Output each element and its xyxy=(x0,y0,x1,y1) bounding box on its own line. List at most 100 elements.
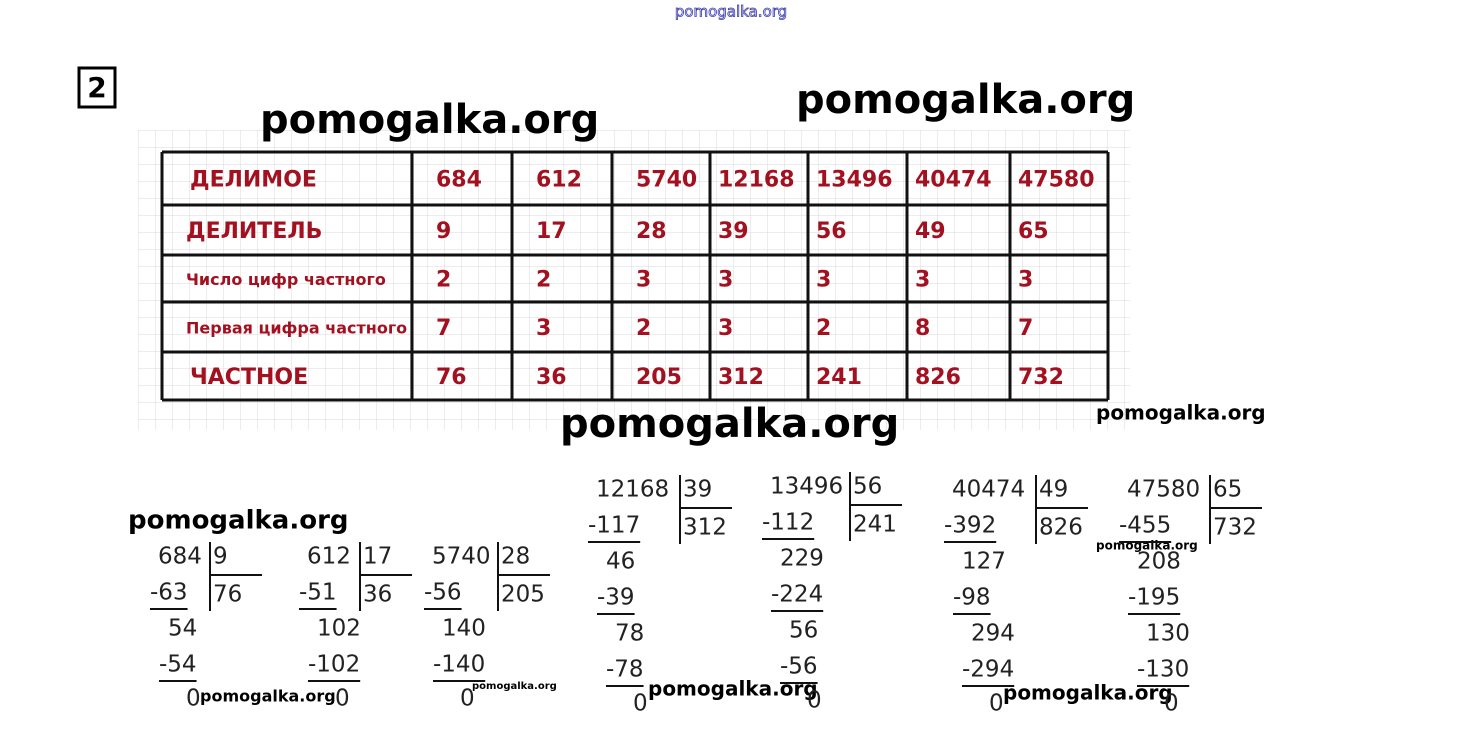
division-step: 127 xyxy=(962,549,1006,575)
division-step: 56 xyxy=(789,618,818,644)
dividend: 13496 xyxy=(770,474,843,500)
division-step: -54 xyxy=(159,652,197,678)
table-cell: 17 xyxy=(536,219,567,244)
division-step: -224 xyxy=(771,582,823,608)
division-step: 208 xyxy=(1137,549,1181,575)
task-box xyxy=(77,66,117,109)
table-cell: 13496 xyxy=(816,168,893,193)
divisor: 9 xyxy=(213,544,228,570)
watermark: pomogalka.org xyxy=(1003,681,1173,705)
table-cell: 39 xyxy=(718,219,749,244)
divisor: 39 xyxy=(683,477,712,503)
table-cell: 49 xyxy=(915,219,946,244)
division-step: -140 xyxy=(433,652,485,678)
table-cell: 2 xyxy=(816,316,831,341)
division-step: -195 xyxy=(1128,585,1180,611)
division-step: -455 xyxy=(1119,513,1171,539)
divisor: 17 xyxy=(363,544,392,570)
table-cell: 76 xyxy=(436,365,467,390)
dividend: 684 xyxy=(158,544,202,570)
division-step: 54 xyxy=(168,616,197,642)
table-cell: 3 xyxy=(636,268,651,293)
dividend: 612 xyxy=(307,544,351,570)
division-step: 0 xyxy=(989,691,1004,717)
table-cell: 47580 xyxy=(1018,168,1095,193)
table-cell: ЧАСТНОЕ xyxy=(190,365,308,390)
division-step: 0 xyxy=(633,691,648,717)
divisor: 56 xyxy=(853,474,882,500)
quotient: 312 xyxy=(683,515,727,541)
dividend: 47580 xyxy=(1127,477,1200,503)
division-step: 78 xyxy=(615,621,644,647)
table-cell: 732 xyxy=(1018,365,1064,390)
watermark: pomogalka.org xyxy=(796,77,1135,123)
division-step: 229 xyxy=(780,546,824,572)
division-step: 294 xyxy=(971,621,1015,647)
table-cell: 3 xyxy=(816,268,831,293)
division-step: -78 xyxy=(606,657,644,683)
division-step: -63 xyxy=(150,580,188,606)
table-cell: 40474 xyxy=(915,168,992,193)
table-cell: 684 xyxy=(436,168,482,193)
table-cell: 12168 xyxy=(718,168,795,193)
table-cell: 65 xyxy=(1018,219,1049,244)
division-step: -392 xyxy=(944,513,996,539)
watermark: pomogalka.org xyxy=(128,506,349,536)
watermark: pomogalka.org xyxy=(560,401,899,447)
table-cell: ДЕЛИМОЕ xyxy=(190,168,317,193)
table-cell: 2 xyxy=(536,268,551,293)
division-step: -56 xyxy=(424,580,462,606)
table-cell: 826 xyxy=(915,365,961,390)
division-step: 46 xyxy=(606,549,635,575)
table-cell: 3 xyxy=(1018,268,1033,293)
site-header: pomogalka.org xyxy=(675,3,787,21)
table-cell: 612 xyxy=(536,168,582,193)
division-step: -117 xyxy=(588,513,640,539)
quotient: 205 xyxy=(501,582,545,608)
table-cell: 7 xyxy=(1018,316,1033,341)
dividend: 40474 xyxy=(952,477,1025,503)
division-step: 130 xyxy=(1146,621,1190,647)
watermark: pomogalka.org xyxy=(648,677,818,701)
quotient: 241 xyxy=(853,512,897,538)
table-cell: 8 xyxy=(915,316,930,341)
table-cell: Число цифр частного xyxy=(186,270,386,289)
quotient: 36 xyxy=(363,582,392,608)
divisor: 28 xyxy=(501,544,530,570)
table-cell: 56 xyxy=(816,219,847,244)
watermark: pomogalka.org xyxy=(260,97,599,143)
table-cell: ДЕЛИТЕЛЬ xyxy=(186,219,322,244)
division-step: -98 xyxy=(953,585,991,611)
table-cell: 5740 xyxy=(636,168,697,193)
division-step: 102 xyxy=(317,616,361,642)
task-number: 2 xyxy=(87,71,106,104)
dividend: 5740 xyxy=(432,544,491,570)
table-cell: 36 xyxy=(536,365,567,390)
table-cell: 241 xyxy=(816,365,862,390)
division-step: 0 xyxy=(335,686,350,712)
division-step: -294 xyxy=(962,657,1014,683)
divisor: 49 xyxy=(1039,477,1068,503)
table-cell: 2 xyxy=(436,268,451,293)
watermark: pomogalka.org xyxy=(1096,401,1266,425)
table-cell: 3 xyxy=(718,316,733,341)
table-cell: 2 xyxy=(636,316,651,341)
grid-background xyxy=(138,130,1130,430)
table-cell: 3 xyxy=(718,268,733,293)
table-cell: 312 xyxy=(718,365,764,390)
dividend: 12168 xyxy=(596,477,669,503)
table-cell: 205 xyxy=(636,365,682,390)
division-step: -130 xyxy=(1137,657,1189,683)
watermark: pomogalka.org xyxy=(472,681,557,692)
table-cell: 7 xyxy=(436,316,451,341)
division-step: 0 xyxy=(1164,691,1179,717)
division-step: 0 xyxy=(460,686,475,712)
table-cell: 9 xyxy=(436,219,451,244)
division-step: -39 xyxy=(597,585,635,611)
table-cell: 3 xyxy=(915,268,930,293)
division-step: 0 xyxy=(807,688,822,714)
quotient: 732 xyxy=(1213,515,1257,541)
division-step: -56 xyxy=(780,654,818,680)
division-step: -102 xyxy=(308,652,360,678)
